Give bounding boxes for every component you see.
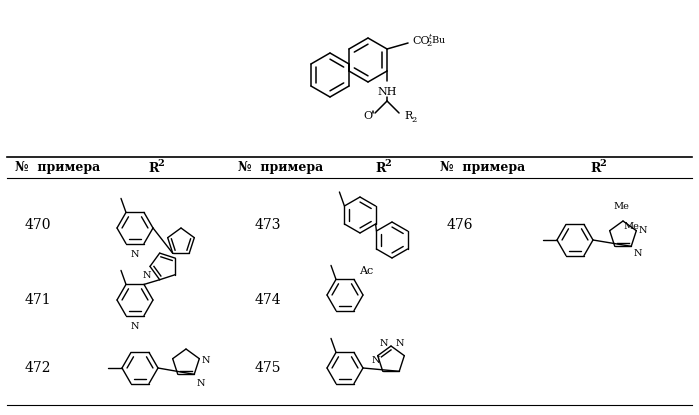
Text: 2: 2	[426, 40, 431, 48]
Text: Ac: Ac	[359, 266, 373, 276]
Text: №  примера: № примера	[440, 161, 525, 174]
Text: №  примера: № примера	[238, 161, 323, 174]
Text: N: N	[201, 356, 210, 365]
Text: NH: NH	[377, 87, 397, 97]
Text: 471: 471	[24, 293, 51, 307]
Text: N: N	[638, 226, 647, 235]
Text: N: N	[380, 339, 388, 348]
Text: N: N	[396, 339, 405, 349]
Text: R: R	[404, 111, 412, 121]
Text: 475: 475	[254, 361, 281, 375]
Text: N: N	[131, 322, 139, 331]
Text: 474: 474	[254, 293, 281, 307]
Text: 470: 470	[24, 218, 51, 232]
Text: CO: CO	[412, 36, 430, 46]
Text: 2: 2	[384, 159, 391, 168]
Text: $^t$Bu: $^t$Bu	[428, 32, 446, 46]
Text: R: R	[375, 161, 385, 174]
Text: 2: 2	[157, 159, 164, 168]
Text: 2: 2	[411, 116, 417, 124]
Text: 2: 2	[599, 159, 606, 168]
Text: Me: Me	[613, 202, 629, 211]
Text: N: N	[143, 271, 151, 281]
Text: N: N	[633, 249, 642, 258]
Text: 473: 473	[254, 218, 281, 232]
Text: R: R	[148, 161, 159, 174]
Text: 476: 476	[447, 218, 473, 232]
Text: Me: Me	[624, 222, 640, 231]
Text: O: O	[363, 111, 373, 121]
Text: N: N	[196, 379, 205, 388]
Text: 472: 472	[24, 361, 51, 375]
Text: N: N	[131, 250, 139, 259]
Text: N: N	[371, 356, 380, 365]
Text: R: R	[590, 161, 600, 174]
Text: №  примера: № примера	[15, 161, 100, 174]
